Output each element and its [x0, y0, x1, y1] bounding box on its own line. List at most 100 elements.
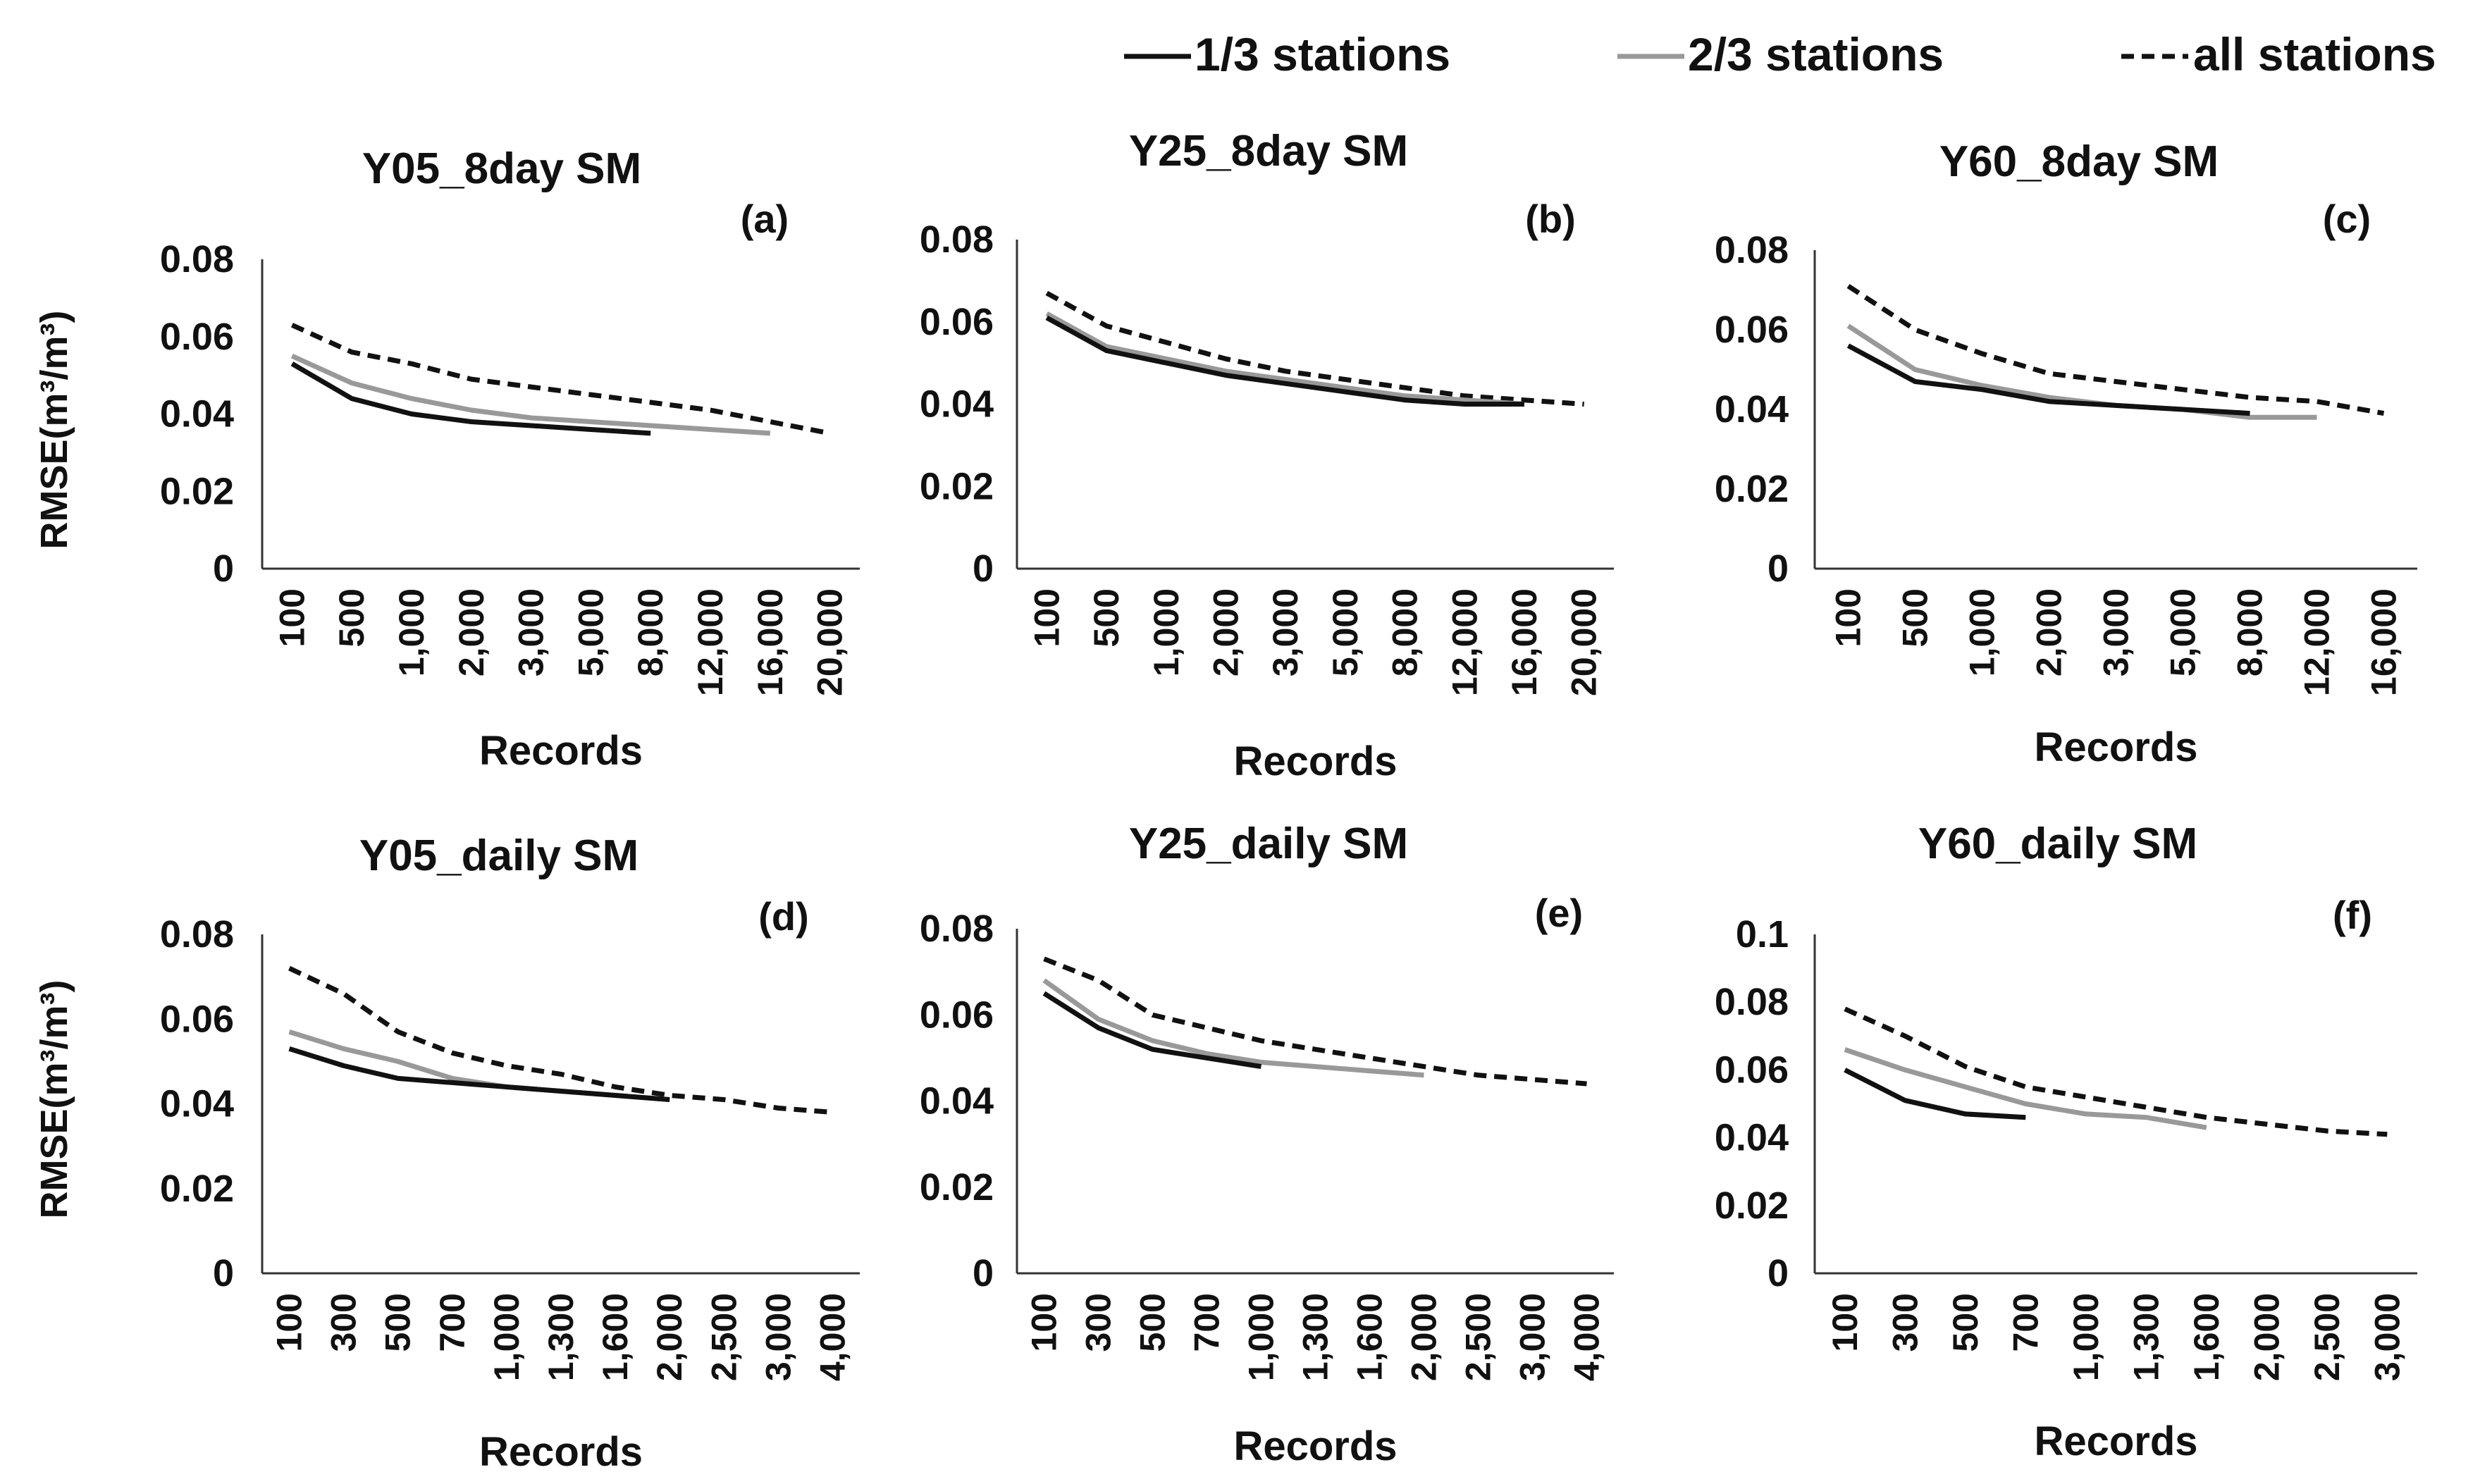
series-line-2-3-stations: [1045, 311, 1525, 407]
y-tick-label: 0.06: [1715, 309, 1789, 351]
x-tick-label: 2,500: [2307, 1293, 2347, 1381]
y-tick-label: 0.06: [160, 316, 234, 358]
y-tick-label: 0.04: [1715, 388, 1789, 431]
x-axis-label: Records: [1233, 738, 1397, 784]
x-tick-label: 1,300: [541, 1293, 581, 1381]
x-tick-label: 2,000: [2030, 588, 2069, 676]
x-axis-label: Records: [479, 728, 643, 774]
y-tick-label: 0.04: [920, 1080, 994, 1123]
x-tick-label: 3,000: [2367, 1293, 2407, 1381]
series-line-all-stations: [1844, 1006, 2388, 1137]
x-tick-label: 16,000: [1505, 588, 1544, 696]
chart-title: Y25_daily SM: [1129, 820, 1408, 868]
y-tick-label: 0.08: [160, 913, 234, 956]
x-tick-label: 500: [1896, 588, 1935, 647]
x-tick-label: 1,600: [596, 1293, 635, 1381]
x-tick-label: 3,000: [2097, 588, 2136, 676]
x-tick-label: 8,000: [631, 588, 670, 676]
x-tick-label: 20,000: [810, 588, 850, 696]
x-tick-label: 5,000: [571, 588, 610, 676]
chart-title: Y25_8day SM: [1129, 127, 1408, 175]
x-tick-label: 500: [1133, 1293, 1173, 1352]
x-tick-label: 1,000: [1963, 588, 2002, 676]
series-line-1-3-stations: [288, 1046, 670, 1102]
x-tick-label: 5,000: [1326, 588, 1365, 676]
x-tick-label: 3,000: [1513, 1293, 1553, 1381]
x-tick-label: 700: [433, 1293, 472, 1352]
x-tick-label: 1,600: [1350, 1293, 1390, 1381]
panel-c: Y60_8day SM (c) 0.08 0.06 0.04 0.02 0 100 500 1,0…: [1715, 137, 2417, 770]
x-tick-label: 300: [324, 1293, 364, 1352]
x-tick-label: 500: [378, 1293, 418, 1352]
x-tick-label: 700: [1187, 1293, 1227, 1352]
y-axis-label-bottom: RMSE(m³/m³): [33, 980, 75, 1219]
chart-title: Y60_8day SM: [1939, 137, 2219, 186]
chart-title: Y05_8day SM: [362, 144, 641, 193]
legend-label-all-stations: all stations: [2193, 28, 2436, 80]
y-tick-label: 0.02: [1715, 1185, 1789, 1227]
y-tick-label: 0: [213, 1252, 234, 1294]
x-tick-label: 8,000: [2231, 588, 2270, 676]
x-tick-label: 16,000: [2364, 588, 2404, 696]
x-tick-label: 1,000: [2066, 1293, 2106, 1381]
x-tick-label: 300: [1079, 1293, 1118, 1352]
panel-letter: (b): [1525, 197, 1576, 241]
x-tick-label: 4,000: [813, 1293, 852, 1381]
series-line-2-3-stations: [1844, 1047, 2207, 1130]
panel-letter: (a): [741, 197, 789, 241]
x-tick-label: 1,000: [487, 1293, 526, 1381]
x-tick-label: 20,000: [1565, 588, 1604, 696]
y-tick-label: 0.08: [920, 218, 994, 261]
x-tick-label: 100: [1825, 1293, 1865, 1352]
x-axis-label: Records: [1233, 1423, 1397, 1469]
panel-a: Y05_8day SM (a) 0.08 0.06 0.04 0.02 0 100 500 1,0…: [160, 144, 860, 774]
panel-letter: (e): [1535, 891, 1583, 935]
x-tick-label: 500: [1087, 588, 1126, 647]
y-tick-label: 0: [1768, 548, 1789, 590]
panel-letter: (f): [2333, 893, 2372, 937]
x-tick-label: 700: [2006, 1293, 2045, 1352]
y-tick-label: 0.04: [160, 393, 234, 435]
y-tick-label: 0: [973, 548, 994, 590]
panel-letter: (c): [2323, 197, 2371, 241]
y-tick-label: 0.04: [920, 383, 994, 426]
x-tick-label: 2,500: [1459, 1293, 1498, 1381]
x-tick-label: 12,000: [691, 588, 730, 696]
x-tick-label: 1,600: [2187, 1293, 2226, 1381]
x-tick-label: 12,000: [1445, 588, 1484, 696]
y-tick-label: 0.02: [920, 1166, 994, 1208]
series-line-1-3-stations: [290, 361, 651, 436]
chart-panels: Y05_8day SM (a) 0.08 0.06 0.04 0.02 0 100 500 1,0…: [160, 127, 2417, 1475]
x-tick-label: 2,000: [2247, 1293, 2286, 1381]
x-tick-label: 2,500: [704, 1293, 744, 1381]
y-tick-label: 0.08: [1715, 981, 1789, 1023]
x-tick-label: 300: [1885, 1293, 1925, 1352]
series-line-all-stations: [290, 323, 831, 436]
x-tick-label: 3,000: [512, 588, 551, 676]
chart-title: Y05_daily SM: [359, 831, 638, 880]
y-tick-label: 0.06: [920, 301, 994, 343]
x-tick-label: 5,000: [2164, 588, 2203, 676]
x-tick-label: 12,000: [2297, 588, 2337, 696]
x-tick-label: 1,300: [2126, 1293, 2166, 1381]
x-tick-label: 8,000: [1386, 588, 1425, 676]
y-tick-label: 0.04: [1715, 1117, 1789, 1159]
y-tick-label: 0: [1768, 1252, 1789, 1294]
y-tick-label: 0.08: [920, 908, 994, 950]
series-line-2-3-stations: [290, 354, 771, 436]
panel-b: Y25_8day SM (b) 0.08 0.06 0.04 0.02 0 100 500 1,0…: [920, 127, 1614, 784]
x-axis-label: Records: [2034, 724, 2197, 770]
y-tick-label: 0.02: [1715, 468, 1789, 510]
x-tick-label: 1,000: [1242, 1293, 1281, 1381]
y-tick-label: 0.06: [160, 998, 234, 1040]
x-tick-label: 100: [270, 1293, 309, 1352]
y-tick-label: 0: [213, 548, 234, 590]
x-tick-label: 2,000: [1405, 1293, 1444, 1381]
series-line-all-stations: [288, 965, 833, 1115]
y-tick-label: 0.02: [920, 465, 994, 507]
y-tick-label: 0.08: [1715, 229, 1789, 271]
x-axis-label: Records: [479, 1429, 643, 1475]
panel-letter: (d): [758, 894, 809, 939]
x-tick-label: 500: [1946, 1293, 1985, 1352]
